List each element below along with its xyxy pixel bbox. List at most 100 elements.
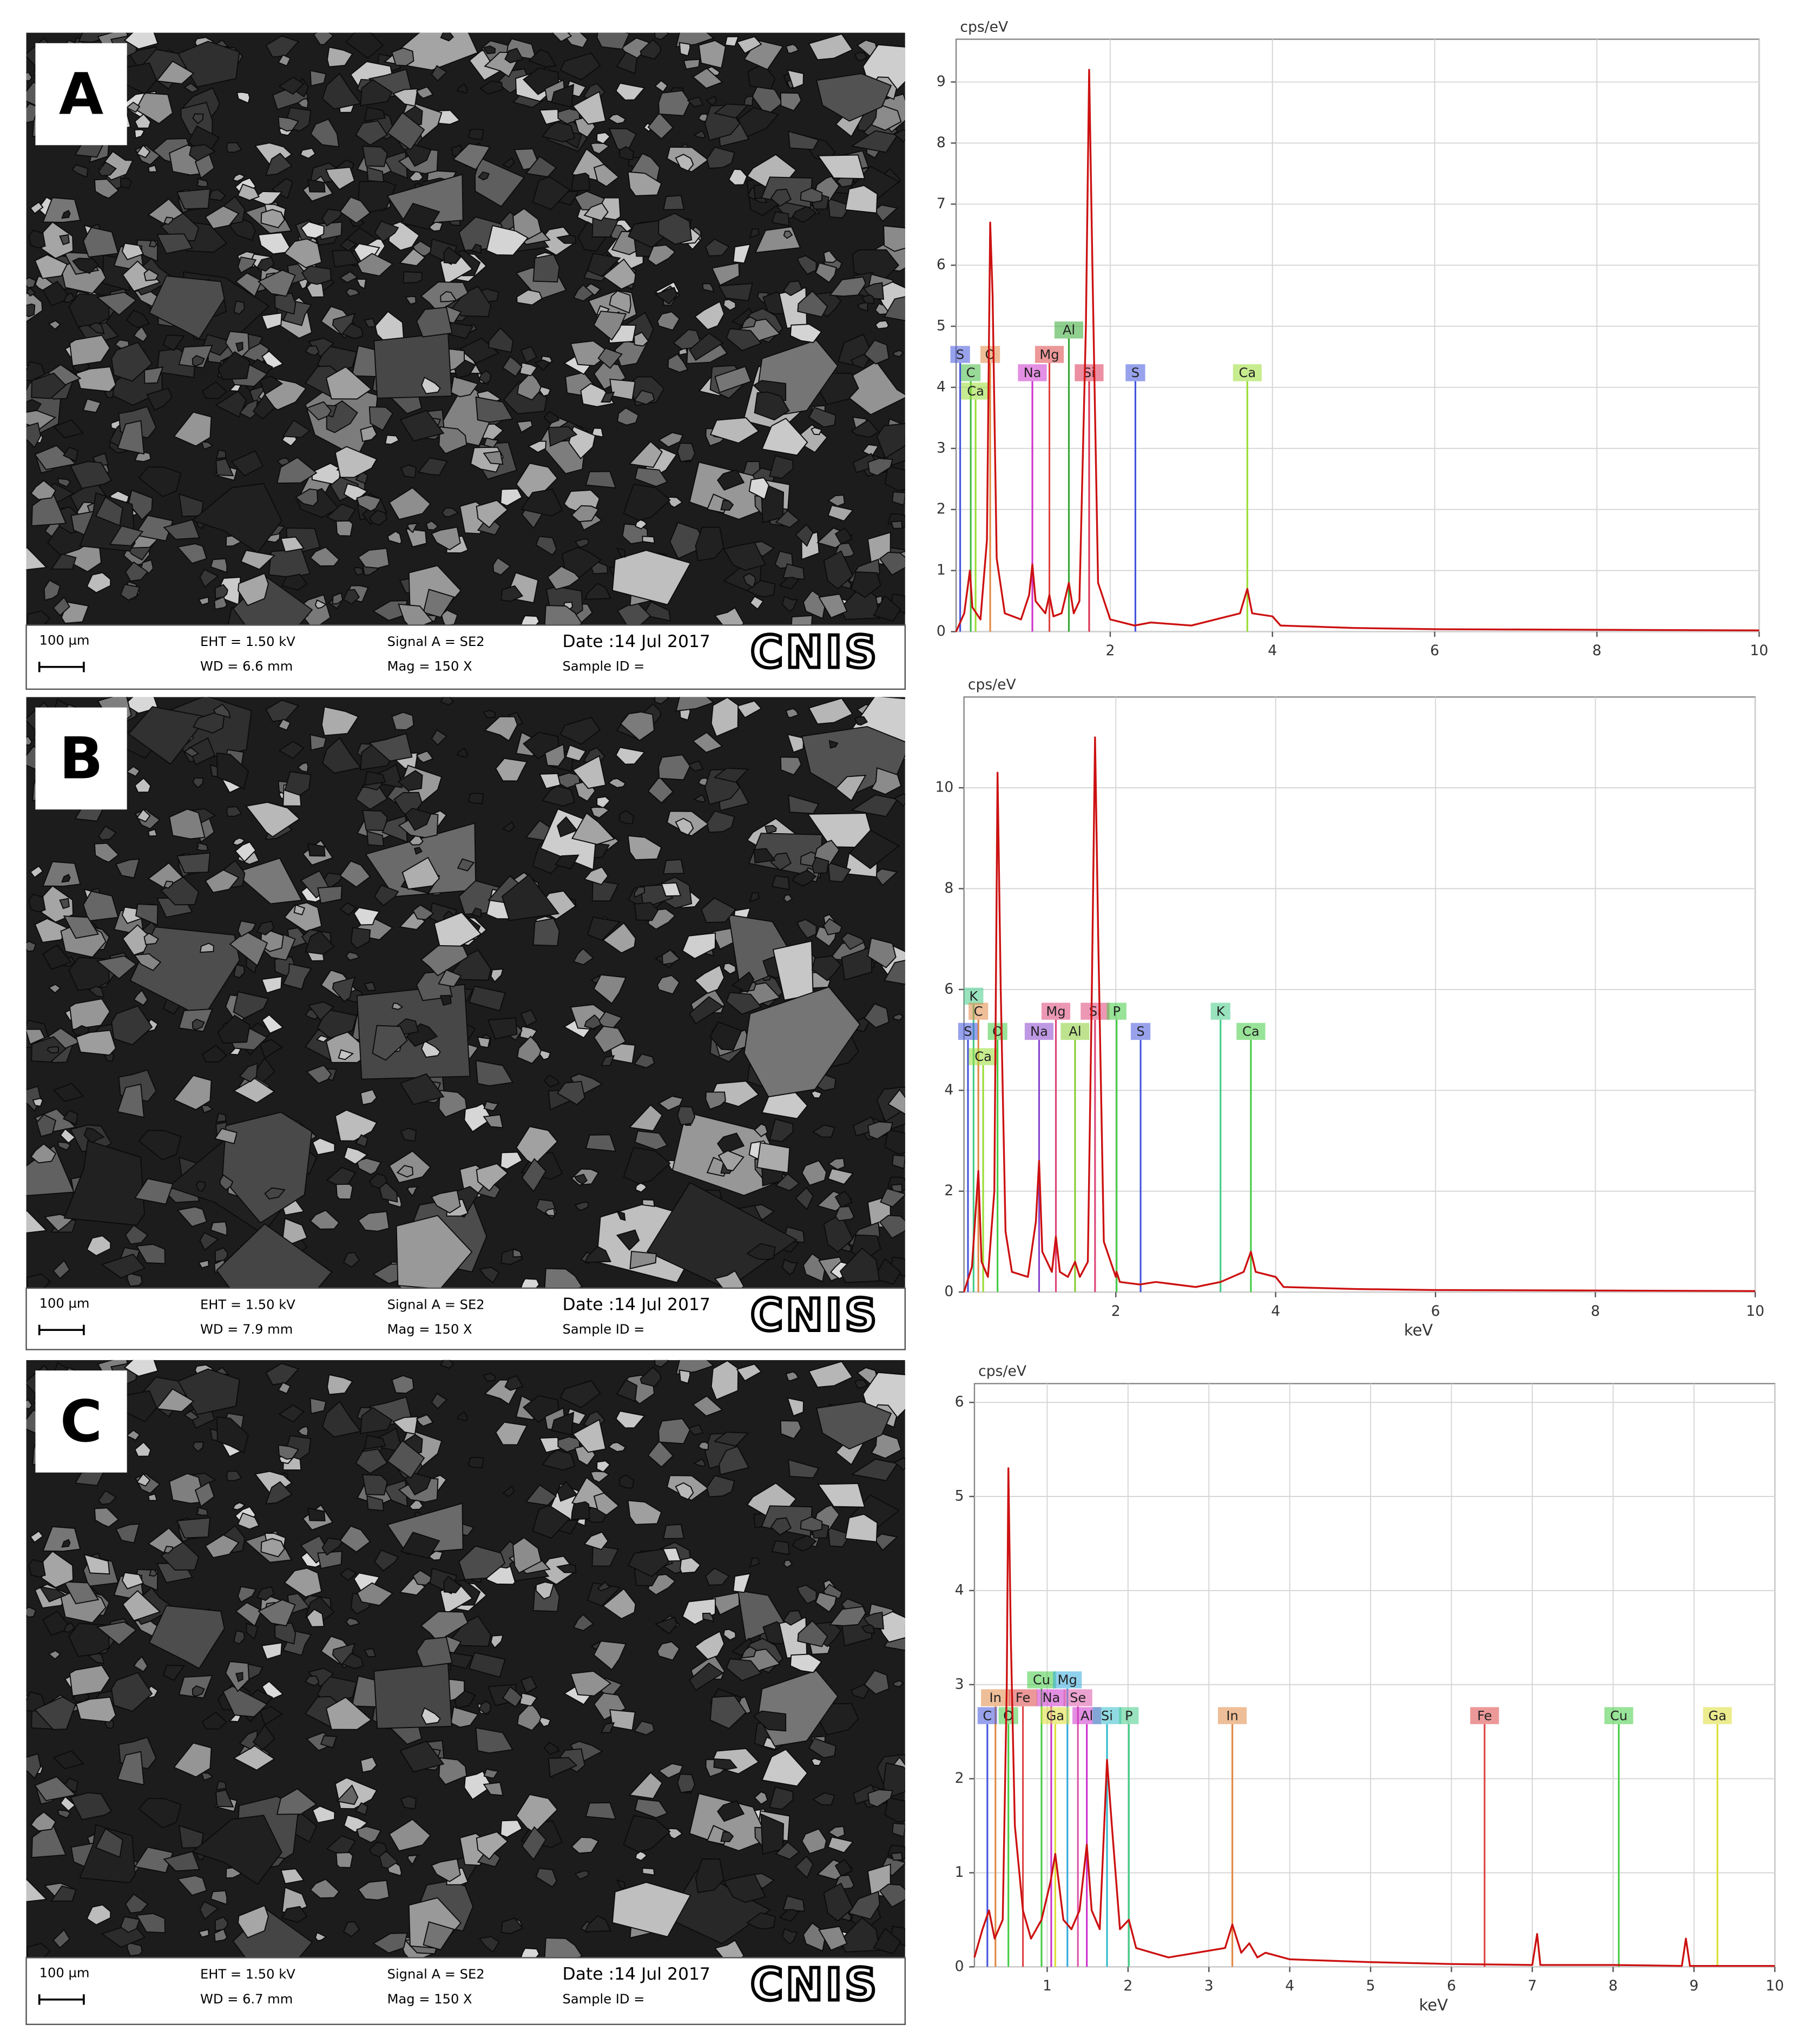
particle: [864, 1003, 890, 1028]
particle: [176, 1206, 208, 1228]
particle: [871, 767, 902, 795]
particle: [63, 915, 100, 939]
particle: [517, 1702, 543, 1731]
particle: [535, 536, 557, 556]
particle: [355, 1802, 368, 1816]
particle: [421, 1707, 441, 1725]
particle: [892, 1155, 905, 1170]
particle: [60, 1796, 76, 1812]
particle: [780, 756, 802, 776]
particle: [850, 419, 879, 438]
particle: [284, 771, 312, 796]
particle: [709, 417, 760, 444]
particle: [28, 229, 46, 249]
particle: [770, 1517, 792, 1536]
particle: [300, 148, 316, 159]
particle: [201, 1044, 228, 1063]
particle: [500, 488, 523, 507]
particle: [770, 188, 792, 207]
particle: [265, 1481, 293, 1505]
particle: [364, 981, 377, 991]
particle: [416, 306, 453, 338]
x-tick-label: 6: [1431, 1303, 1440, 1320]
particle: [321, 737, 362, 774]
particle: [384, 434, 400, 445]
particle: [350, 927, 371, 950]
particle: [27, 1943, 51, 1958]
particle: [574, 538, 589, 548]
particle: [156, 233, 193, 254]
particle: [86, 572, 111, 594]
particle: [697, 1441, 709, 1450]
particle: [417, 457, 448, 476]
element-label-box: [1041, 1003, 1071, 1020]
particle: [63, 292, 76, 304]
particle: [264, 1187, 286, 1200]
element-label-box: [969, 1003, 989, 1020]
particle: [829, 1606, 866, 1626]
particle: [400, 1128, 417, 1142]
particle: [196, 1506, 209, 1516]
particle: [640, 1366, 662, 1387]
particle: [797, 290, 828, 318]
y-tick-label: 9: [937, 73, 946, 90]
element-label-box: [1037, 1689, 1066, 1706]
particle: [543, 1742, 560, 1755]
particle: [634, 1130, 668, 1151]
particle: [807, 813, 877, 848]
particle: [559, 1380, 601, 1408]
particle: [551, 83, 575, 108]
particle: [121, 1572, 144, 1590]
particle: [572, 90, 607, 125]
particle: [812, 1124, 835, 1138]
particle: [783, 1559, 793, 1568]
particle: [661, 882, 682, 897]
particle: [400, 202, 440, 230]
particle: [437, 110, 461, 125]
particle: [879, 1215, 905, 1239]
particle: [484, 716, 518, 742]
particle: [121, 242, 144, 260]
particle: [192, 777, 204, 789]
particle: [884, 1797, 905, 1823]
particle: [237, 256, 257, 274]
particle: [736, 1363, 762, 1382]
particle: [163, 519, 200, 540]
element-label-box: [1119, 1707, 1139, 1724]
particle: [702, 283, 715, 293]
particle: [278, 76, 305, 95]
particle: [284, 238, 322, 268]
particle: [339, 196, 371, 224]
particle: [593, 1640, 627, 1671]
particle: [233, 964, 245, 979]
particle: [628, 1771, 663, 1799]
particle: [232, 173, 246, 182]
particle: [52, 1750, 84, 1770]
y-tick-label: 10: [935, 779, 953, 796]
particle: [183, 1410, 200, 1421]
particle: [134, 113, 151, 129]
particle: [357, 1880, 390, 1901]
particle: [86, 1904, 111, 1926]
particle: [658, 754, 691, 781]
particle: [312, 1805, 335, 1824]
particle: [280, 536, 305, 552]
particle: [527, 440, 547, 453]
particle: [812, 1792, 835, 1806]
particle: [544, 1937, 583, 1958]
mag: Mag = 150 X: [387, 1992, 472, 2007]
particle: [468, 1652, 506, 1678]
element-label: Al: [1069, 1024, 1081, 1039]
particle: [440, 697, 454, 706]
particle: [52, 1929, 70, 1949]
particle: [452, 143, 491, 170]
particle: [710, 1360, 739, 1401]
particle: [259, 1706, 284, 1726]
particle: [216, 1416, 249, 1454]
particle: [400, 1532, 440, 1559]
particle: [698, 39, 727, 69]
particle: [779, 1909, 800, 1922]
particle: [133, 1656, 148, 1673]
particle: [265, 153, 293, 176]
particle: [82, 398, 102, 413]
